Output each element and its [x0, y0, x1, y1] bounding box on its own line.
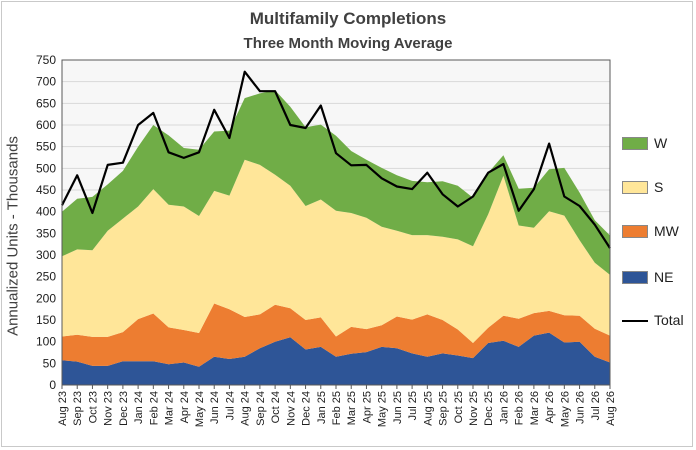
x-tick-label: Oct 24 — [270, 391, 282, 423]
area-mw — [62, 303, 610, 367]
x-tick-label: Dec 25 — [483, 391, 495, 426]
x-tick-label: Jan 24 — [133, 391, 145, 424]
legend-swatch-s — [622, 181, 648, 194]
x-tick-label: Apr 26 — [544, 391, 556, 423]
x-tick-label: Mar 24 — [164, 391, 176, 425]
x-tick-label: Jul 24 — [224, 391, 236, 420]
x-tick-label: Dec 23 — [118, 391, 130, 426]
x-tick-label: May 26 — [559, 391, 571, 427]
x-tick-label: Jul 25 — [407, 391, 419, 420]
x-tick-label: Mar 25 — [346, 391, 358, 425]
x-tick-label: Sep 23 — [72, 391, 84, 426]
y-tick-label: 600 — [36, 118, 56, 132]
legend-swatch-ne — [622, 271, 648, 284]
x-tick-label: May 25 — [377, 391, 389, 427]
legend-label-w: W — [654, 135, 668, 151]
x-tick-label: Nov 25 — [468, 391, 480, 426]
x-tick-label: Aug 23 — [57, 391, 69, 426]
y-tick-label: 450 — [36, 183, 56, 197]
legend-line-total — [622, 320, 648, 322]
y-tick-label: 200 — [36, 291, 56, 305]
y-tick-label: 500 — [36, 161, 56, 175]
y-tick-label: 100 — [36, 335, 56, 349]
x-tick-label: Feb 25 — [331, 391, 343, 425]
legend-item-w: W — [620, 134, 696, 154]
legend-item-s: S — [620, 178, 696, 198]
legend-item-total: Total — [620, 311, 696, 331]
legend: W S MW NE Total — [620, 0, 696, 450]
x-tick-label: Jun 24 — [209, 391, 221, 424]
y-tick-label: 750 — [36, 53, 56, 67]
x-tick-label: Sep 24 — [255, 391, 267, 426]
area-ne — [62, 332, 610, 385]
y-tick-label: 400 — [36, 205, 56, 219]
y-tick-label: 350 — [36, 226, 56, 240]
x-tick-label: Aug 24 — [240, 391, 252, 426]
x-tick-label: Aug 26 — [605, 391, 617, 426]
x-tick-label: Aug 25 — [422, 391, 434, 426]
y-tick-label: 50 — [43, 356, 57, 370]
x-tick-label: Jun 25 — [392, 391, 404, 424]
legend-item-ne: NE — [620, 268, 696, 288]
legend-label-s: S — [654, 179, 664, 195]
y-tick-label: 550 — [36, 140, 56, 154]
legend-item-mw: MW — [620, 222, 696, 242]
x-tick-label: Jul 26 — [590, 391, 602, 420]
chart-title: Multifamily Completions — [249, 9, 447, 28]
y-tick-label: 150 — [36, 313, 56, 327]
x-tick-label: Feb 26 — [514, 391, 526, 425]
legend-label-ne: NE — [654, 269, 674, 285]
x-tick-label: Nov 24 — [285, 391, 297, 426]
x-tick-label: Oct 23 — [87, 391, 99, 423]
chart-subtitle: Three Month Moving Average — [243, 35, 453, 52]
x-tick-label: Mar 26 — [529, 391, 541, 425]
x-tick-label: Oct 25 — [453, 391, 465, 423]
y-tick-label: 700 — [36, 75, 56, 89]
x-tick-label: Sep 25 — [438, 391, 450, 426]
x-tick-label: Jan 26 — [498, 391, 510, 424]
x-tick-label: Dec 24 — [301, 391, 313, 426]
x-tick-label: Feb 24 — [148, 391, 160, 425]
x-tick-label: Apr 24 — [179, 391, 191, 423]
x-tick-label: Jan 25 — [316, 391, 328, 424]
legend-swatch-w — [622, 137, 648, 150]
legend-swatch-mw — [622, 225, 648, 238]
y-tick-label: 300 — [36, 248, 56, 262]
area-s — [62, 159, 610, 343]
total-line — [61, 70, 611, 249]
x-tick-label: Jun 26 — [575, 391, 587, 424]
x-tick-label: May 24 — [194, 391, 206, 427]
x-tick-label: Apr 25 — [361, 391, 373, 423]
legend-label-total: Total — [654, 312, 684, 328]
area-w — [62, 90, 610, 275]
x-tick-label: Nov 23 — [103, 391, 115, 426]
y-tick-label: 250 — [36, 270, 56, 284]
y-tick-label: 650 — [36, 96, 56, 110]
legend-label-mw: MW — [654, 223, 679, 239]
y-tick-label: 0 — [49, 378, 56, 392]
